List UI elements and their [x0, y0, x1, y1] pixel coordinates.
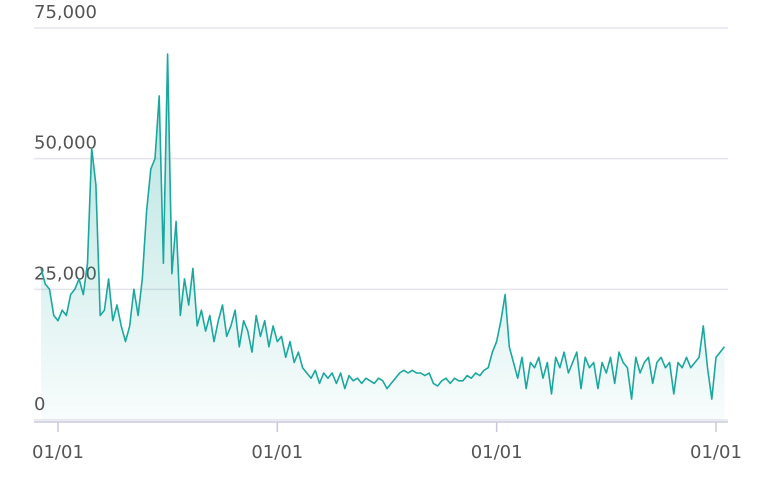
y-tick-label: 50,000 [34, 133, 97, 154]
x-tick-label: 01/01 [251, 442, 303, 463]
area [41, 54, 725, 420]
y-tick-label: 0 [34, 394, 45, 415]
y-tick-label: 75,000 [34, 2, 97, 23]
y-tick-label: 25,000 [34, 263, 97, 284]
line [40, 53, 726, 400]
x-tick-label: 01/01 [690, 442, 742, 463]
x-tick-label: 01/01 [32, 442, 84, 463]
x-tick-label: 01/01 [471, 442, 523, 463]
